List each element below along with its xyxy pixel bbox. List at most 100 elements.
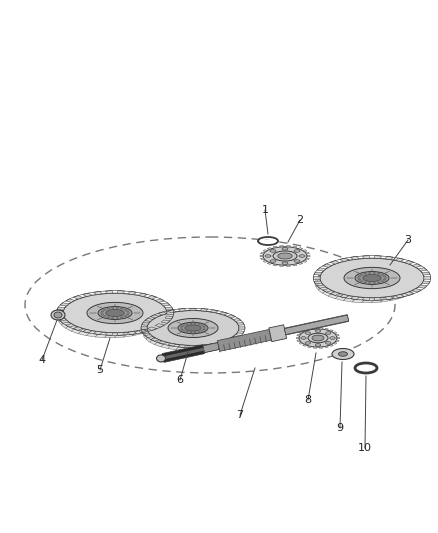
Polygon shape xyxy=(233,318,241,321)
Polygon shape xyxy=(57,307,65,310)
Polygon shape xyxy=(165,316,173,319)
Ellipse shape xyxy=(63,293,167,333)
Ellipse shape xyxy=(147,311,239,345)
Polygon shape xyxy=(286,265,290,266)
Polygon shape xyxy=(227,315,236,318)
Polygon shape xyxy=(142,331,149,334)
Polygon shape xyxy=(280,246,283,247)
Polygon shape xyxy=(239,327,245,329)
Polygon shape xyxy=(314,281,322,284)
Ellipse shape xyxy=(363,274,381,281)
Polygon shape xyxy=(373,282,376,284)
Polygon shape xyxy=(201,309,208,311)
Polygon shape xyxy=(336,334,339,336)
Polygon shape xyxy=(363,256,370,259)
Text: 10: 10 xyxy=(358,443,372,453)
Polygon shape xyxy=(237,322,244,325)
Polygon shape xyxy=(155,324,164,327)
Polygon shape xyxy=(94,332,102,335)
Polygon shape xyxy=(330,292,339,295)
Polygon shape xyxy=(181,329,184,330)
Polygon shape xyxy=(418,268,427,271)
Polygon shape xyxy=(120,308,123,309)
Polygon shape xyxy=(233,335,241,337)
Polygon shape xyxy=(313,277,320,279)
Polygon shape xyxy=(194,323,196,324)
Polygon shape xyxy=(385,256,393,260)
Polygon shape xyxy=(66,299,75,302)
Polygon shape xyxy=(364,282,367,283)
Polygon shape xyxy=(306,252,310,254)
Polygon shape xyxy=(314,328,317,329)
Polygon shape xyxy=(364,273,367,274)
Polygon shape xyxy=(128,292,136,295)
Polygon shape xyxy=(57,312,63,314)
Polygon shape xyxy=(190,323,192,324)
Polygon shape xyxy=(333,342,337,344)
Polygon shape xyxy=(186,324,189,325)
Polygon shape xyxy=(412,264,421,268)
Polygon shape xyxy=(261,252,265,254)
Ellipse shape xyxy=(106,310,124,317)
Ellipse shape xyxy=(315,263,419,303)
Polygon shape xyxy=(219,312,228,315)
Polygon shape xyxy=(263,249,267,252)
Polygon shape xyxy=(120,317,123,318)
Polygon shape xyxy=(83,293,92,296)
Text: 3: 3 xyxy=(405,235,411,245)
Polygon shape xyxy=(297,337,299,339)
Polygon shape xyxy=(351,296,359,300)
Ellipse shape xyxy=(270,260,276,262)
Ellipse shape xyxy=(325,332,331,334)
Polygon shape xyxy=(307,255,310,257)
Ellipse shape xyxy=(156,355,166,362)
Polygon shape xyxy=(303,249,307,252)
Polygon shape xyxy=(155,299,164,302)
Ellipse shape xyxy=(339,352,347,356)
Polygon shape xyxy=(336,340,339,342)
Polygon shape xyxy=(203,343,219,353)
Text: 5: 5 xyxy=(96,365,103,375)
Polygon shape xyxy=(194,332,196,333)
Polygon shape xyxy=(111,308,114,309)
Polygon shape xyxy=(126,314,129,316)
Polygon shape xyxy=(117,290,124,294)
Ellipse shape xyxy=(325,342,331,344)
Polygon shape xyxy=(297,340,300,342)
Ellipse shape xyxy=(330,337,335,340)
Polygon shape xyxy=(368,282,371,284)
Polygon shape xyxy=(330,261,339,264)
Polygon shape xyxy=(145,335,153,337)
Polygon shape xyxy=(267,263,272,264)
Polygon shape xyxy=(126,311,129,312)
Polygon shape xyxy=(237,331,244,334)
Polygon shape xyxy=(299,332,303,334)
Polygon shape xyxy=(412,289,421,292)
Ellipse shape xyxy=(143,316,235,351)
Polygon shape xyxy=(385,296,393,300)
Polygon shape xyxy=(322,289,332,292)
Polygon shape xyxy=(183,330,186,332)
Polygon shape xyxy=(158,312,166,315)
Polygon shape xyxy=(383,279,386,280)
Polygon shape xyxy=(358,279,361,280)
Polygon shape xyxy=(210,343,219,346)
Polygon shape xyxy=(60,320,69,323)
Polygon shape xyxy=(322,264,332,268)
Polygon shape xyxy=(424,277,431,279)
Polygon shape xyxy=(162,314,349,361)
Polygon shape xyxy=(303,330,307,332)
Ellipse shape xyxy=(320,259,424,298)
Polygon shape xyxy=(117,333,124,335)
Polygon shape xyxy=(260,255,263,257)
Polygon shape xyxy=(101,312,103,313)
Polygon shape xyxy=(273,264,277,266)
Text: 8: 8 xyxy=(304,395,311,405)
Polygon shape xyxy=(337,337,339,339)
Text: 1: 1 xyxy=(261,205,268,215)
Polygon shape xyxy=(227,338,236,341)
Polygon shape xyxy=(116,317,119,319)
Polygon shape xyxy=(298,247,303,249)
Polygon shape xyxy=(201,325,203,326)
Polygon shape xyxy=(101,314,104,316)
